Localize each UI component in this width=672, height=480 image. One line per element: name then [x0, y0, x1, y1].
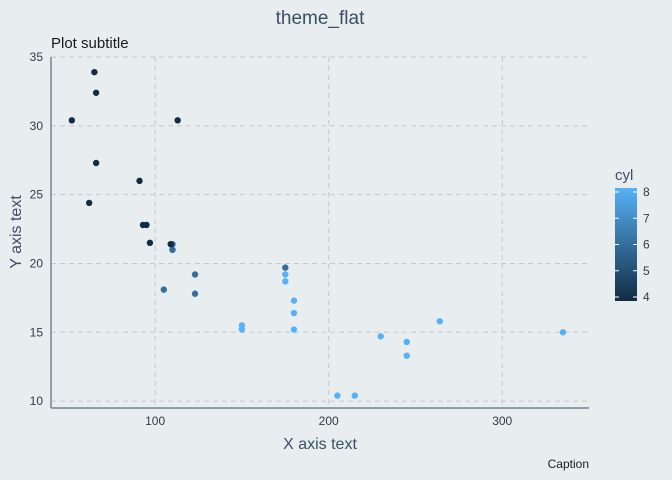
chart-title: theme_flat — [276, 8, 365, 29]
data-point — [282, 264, 289, 271]
x-tick-label: 300 — [492, 414, 512, 428]
data-point — [436, 318, 443, 325]
chart-caption: Caption — [548, 457, 589, 471]
y-tick-label: 25 — [30, 188, 44, 202]
data-point — [290, 297, 298, 304]
data-point — [68, 117, 76, 124]
data-point — [334, 392, 341, 399]
tick-labels: 100 200 300 10 15 20 25 30 35 — [30, 50, 513, 428]
data-points — [68, 68, 567, 399]
legend-colorbar — [615, 188, 637, 301]
data-point — [146, 239, 154, 247]
x-axis-title: X axis text — [283, 436, 357, 453]
legend-tick-label: 5 — [643, 264, 650, 278]
data-point — [191, 290, 199, 297]
data-point — [91, 68, 98, 76]
y-tick-label: 35 — [30, 50, 44, 64]
y-axis-title: Y axis text — [8, 195, 25, 269]
data-point — [143, 221, 150, 229]
data-point — [282, 271, 289, 278]
data-point — [92, 159, 100, 167]
y-tick-label: 10 — [30, 394, 44, 408]
data-point — [290, 309, 298, 317]
color-legend: cyl 4 5 6 7 8 — [615, 167, 650, 304]
data-point — [85, 199, 93, 207]
y-tick-label: 30 — [30, 119, 44, 133]
data-point — [174, 117, 181, 124]
data-point — [351, 392, 358, 399]
data-point — [290, 326, 298, 333]
legend-title: cyl — [615, 167, 633, 184]
data-point — [282, 278, 289, 285]
y-tick-label: 15 — [30, 325, 44, 339]
x-tick-label: 100 — [145, 414, 165, 428]
legend-tick-label: 7 — [643, 211, 650, 225]
data-point — [377, 333, 384, 340]
axes — [50, 57, 589, 409]
legend-ticks: 4 5 6 7 8 — [615, 185, 650, 304]
legend-tick-label: 4 — [643, 290, 650, 304]
data-point — [403, 352, 410, 359]
chart-subtitle: Plot subtitle — [51, 35, 129, 52]
legend-tick-label: 6 — [643, 238, 650, 252]
data-point — [167, 241, 174, 248]
grid — [51, 56, 589, 408]
data-point — [92, 89, 100, 96]
legend-tick-label: 8 — [643, 185, 650, 199]
data-point — [191, 271, 199, 278]
y-tick-label: 20 — [30, 256, 44, 270]
data-point — [169, 246, 176, 253]
data-point — [403, 338, 410, 346]
data-point — [160, 286, 168, 293]
x-tick-label: 200 — [319, 414, 339, 428]
data-point — [238, 326, 246, 333]
data-point — [136, 177, 143, 185]
data-point — [559, 329, 567, 336]
